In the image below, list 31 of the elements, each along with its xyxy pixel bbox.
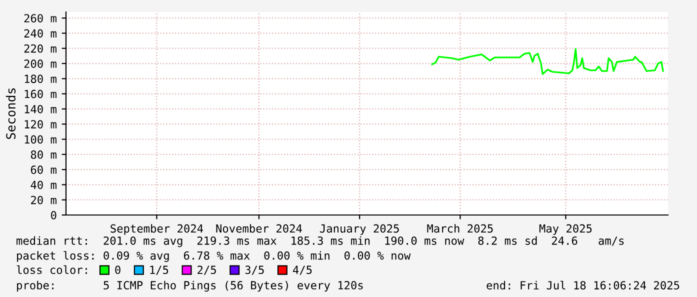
line-series	[431, 48, 664, 75]
text: end: Fri Jul 18 16:06:24 2025	[486, 280, 680, 290]
x-tick-label: May 2025	[539, 224, 592, 235]
legend-label: 3/5	[245, 266, 264, 275]
y-tick-label: 140 m	[24, 104, 56, 114]
y-tick-label: 40 m	[30, 180, 56, 190]
legend-label: 0	[115, 266, 120, 274]
y-tick-label: 220 m	[24, 44, 56, 53]
y-axis-title: Seconds	[6, 88, 16, 139]
legend-label: 2/5	[198, 266, 216, 275]
y-tick-label: 100 m	[24, 135, 56, 144]
y-tick-label: 120 m	[24, 120, 56, 129]
y-tick-label: 160 m	[24, 90, 56, 98]
legend-label: 4/5	[293, 266, 312, 275]
y-tick-label: 0	[51, 211, 56, 220]
text: median rtt: 201.0 ms avg 219.3 ms max 185.3 ms min 190.0 ms now 8.2 ms sd 24.6 am/s	[16, 236, 624, 248]
x-tick-label: January 2025	[320, 224, 399, 235]
y-tick-label: 180 m	[24, 74, 56, 84]
y-tick-label: 80 m	[30, 150, 56, 159]
x-tick-label: September 2024	[110, 224, 204, 235]
y-tick-label: 240 m	[24, 29, 56, 38]
legend-title: loss color:	[16, 265, 87, 274]
x-tick-label: March 2025	[427, 224, 493, 233]
y-tick-label: 260 m	[24, 14, 56, 22]
y-tick-label: 20 m	[31, 196, 56, 204]
legend-label: 1/5	[150, 266, 168, 275]
y-tick-label: 60 m	[30, 166, 56, 174]
x-tick-label: November 2024	[216, 224, 302, 233]
text: packet loss: 0.09 % avg 6.78 % max 0.00 % min 0.00 % now	[17, 251, 411, 262]
y-tick-label: 200 m	[24, 60, 56, 68]
text: probe: 5 ICMP Echo Pings (56 Bytes) every 120s	[17, 280, 363, 292]
